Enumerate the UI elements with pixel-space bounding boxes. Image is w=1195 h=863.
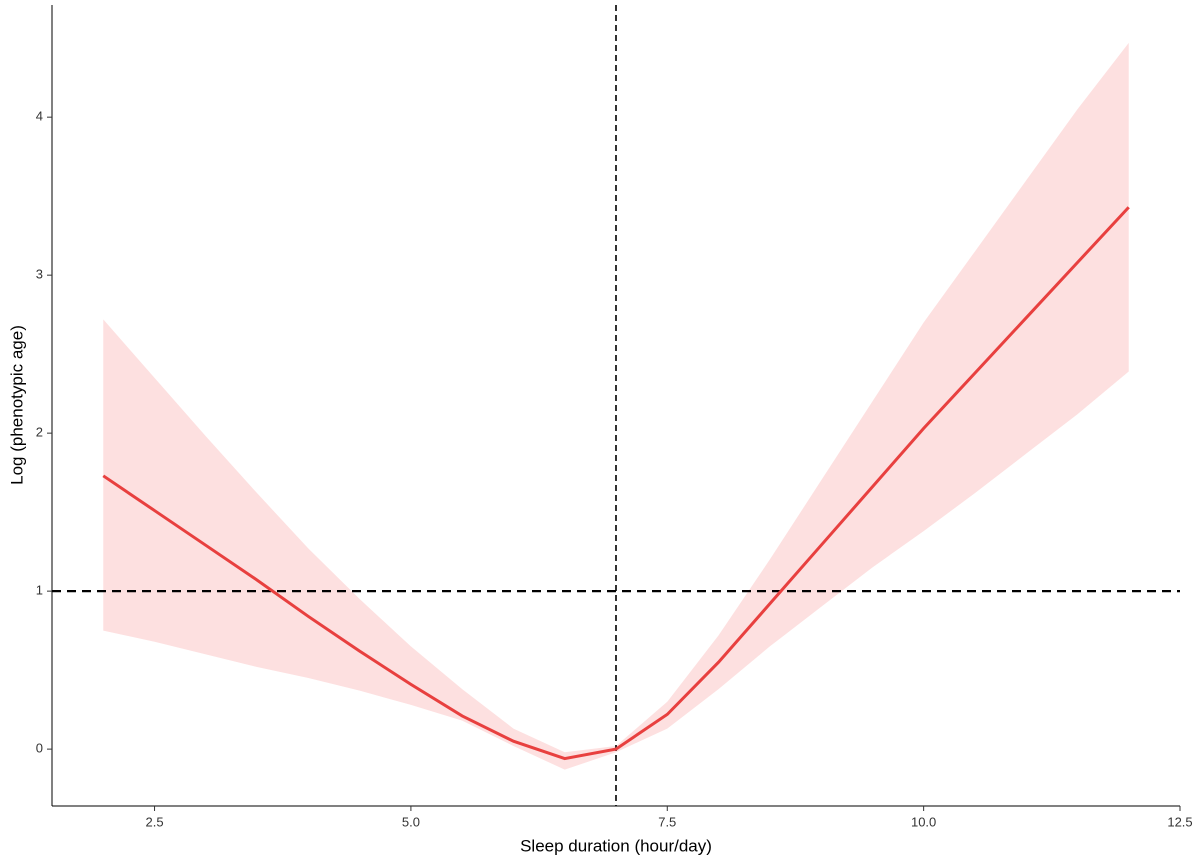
y-tick-label: 2 — [36, 425, 43, 440]
y-tick-label: 4 — [36, 109, 43, 124]
confidence-band — [103, 42, 1129, 770]
y-tick-label: 3 — [36, 267, 43, 282]
x-axis-title: Sleep duration (hour/day) — [520, 836, 712, 855]
curve — [102, 206, 1130, 761]
x-tick-label: 2.5 — [146, 814, 164, 829]
x-tick-label: 5.0 — [402, 814, 420, 829]
y-tick-label: 1 — [36, 583, 43, 598]
x-tick-label: 12.5 — [1167, 814, 1192, 829]
y-tick-label: 0 — [36, 741, 43, 756]
x-tick-label: 10.0 — [911, 814, 936, 829]
y-axis-title: Log (phenotypic age) — [7, 325, 26, 485]
x-tick-label: 7.5 — [658, 814, 676, 829]
